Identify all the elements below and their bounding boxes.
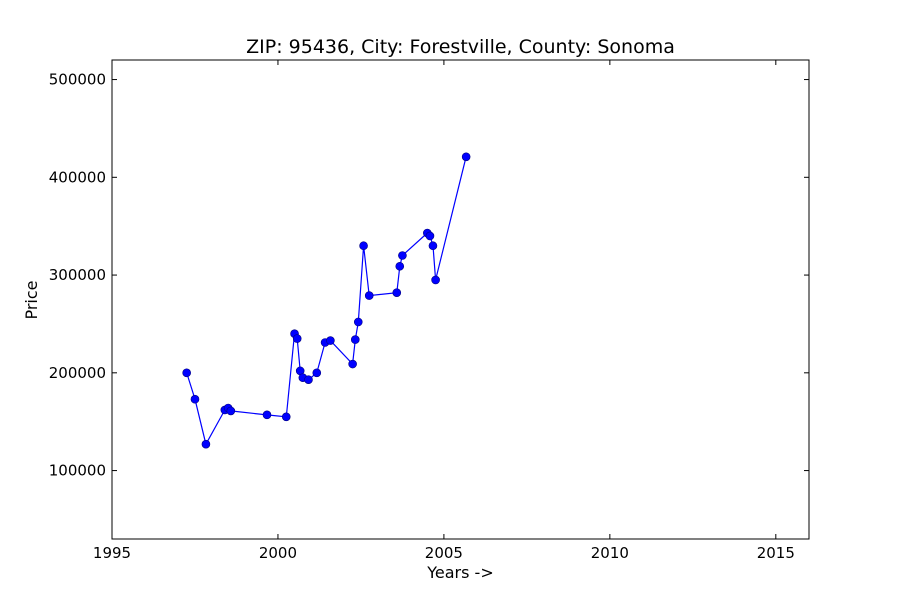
data-point xyxy=(428,241,438,251)
y-tick-label: 200000 xyxy=(49,364,106,382)
x-tick-label: 2010 xyxy=(591,544,629,562)
data-point xyxy=(461,152,471,162)
y-tick-label: 100000 xyxy=(49,462,106,480)
data-point xyxy=(292,334,302,343)
data-point xyxy=(281,412,291,422)
series-layer xyxy=(182,152,471,449)
data-point xyxy=(326,336,335,345)
data-point xyxy=(226,406,236,416)
data-point xyxy=(395,261,405,271)
y-axis-label: Price xyxy=(22,280,41,319)
plot-area xyxy=(111,59,810,540)
data-point xyxy=(353,317,363,327)
data-point xyxy=(201,439,211,449)
y-tick-label: 400000 xyxy=(49,168,106,186)
data-point xyxy=(182,368,191,378)
data-point xyxy=(431,275,440,285)
chart-title: ZIP: 95436, City: Forestville, County: S… xyxy=(246,36,675,58)
y-tick-label: 300000 xyxy=(49,266,106,284)
y-tick-label: 500000 xyxy=(49,71,106,89)
data-point xyxy=(364,291,374,300)
x-tick-label: 2000 xyxy=(259,544,297,562)
x-tick-label: 2005 xyxy=(425,544,463,562)
data-point xyxy=(348,359,357,369)
data-point xyxy=(312,368,322,378)
data-point xyxy=(425,231,435,241)
data-point xyxy=(262,410,272,420)
data-point xyxy=(398,251,407,260)
data-point xyxy=(304,375,313,384)
axis-ticks: 1995 2000 2005 2010 2015 100000 200000 300000 40… xyxy=(49,60,809,562)
x-tick-label: 1995 xyxy=(93,544,131,562)
data-point xyxy=(359,241,368,251)
data-point xyxy=(350,335,360,344)
x-axis-label: Years -> xyxy=(426,563,493,582)
data-point xyxy=(190,394,200,404)
data-point xyxy=(392,288,402,297)
x-tick-label: 2015 xyxy=(757,544,795,562)
